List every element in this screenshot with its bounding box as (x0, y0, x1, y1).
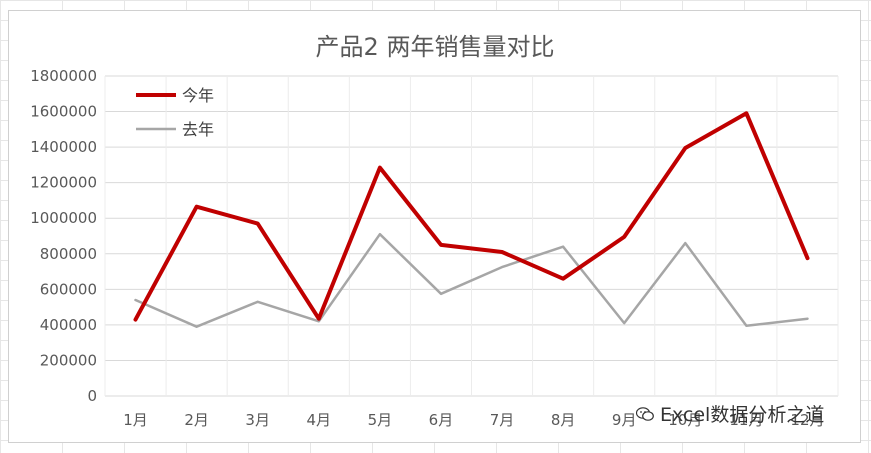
x-tick-label: 4月 (307, 411, 332, 429)
chart-area[interactable]: 产品2 两年销售量对比 0 200000 400000 600000 800000 100… (8, 10, 861, 443)
y-tick-label: 800000 (40, 245, 97, 263)
line-chart: 产品2 两年销售量对比 0 200000 400000 600000 800000 100… (30, 33, 839, 429)
y-tick-label: 200000 (40, 351, 97, 369)
y-tick-label: 0 (87, 387, 97, 405)
y-tick-label: 600000 (40, 280, 97, 298)
y-axis-ticks: 0 200000 400000 600000 800000 1000000 1200000 1… (30, 67, 97, 405)
x-tick-label: 7月 (490, 411, 515, 429)
y-tick-label: 1000000 (30, 209, 97, 227)
x-tick-label: 10月 (668, 411, 702, 429)
series-lines (133, 111, 810, 328)
x-tick-label: 11月 (729, 411, 763, 429)
x-axis-ticks: 1月 2月 3月 4月 5月 6月 7月 8月 9月 10月 11月 12月 (123, 411, 824, 429)
legend-label: 去年 (182, 120, 214, 139)
watermark-text: Excel数据分析之道 (660, 404, 825, 426)
y-tick-label: 1600000 (30, 103, 97, 121)
x-tick-label: 3月 (245, 411, 270, 429)
wechat-icon (636, 406, 654, 421)
y-tick-label: 400000 (40, 316, 97, 334)
x-tick-label: 5月 (368, 411, 393, 429)
x-tick-label: 6月 (429, 411, 454, 429)
legend-label: 今年 (182, 86, 214, 105)
x-tick-label: 12月 (790, 411, 824, 429)
x-tick-label: 2月 (184, 411, 209, 429)
watermark: Excel数据分析之道 (636, 400, 846, 430)
x-tick-label: 1月 (123, 411, 148, 429)
y-tick-label: 1400000 (30, 138, 97, 156)
x-tick-label: 8月 (551, 411, 576, 429)
x-tick-label: 9月 (612, 411, 637, 429)
gridlines (104, 75, 839, 397)
y-tick-label: 1800000 (30, 67, 97, 85)
y-tick-label: 1200000 (30, 174, 97, 192)
chart-title: 产品2 两年销售量对比 (316, 33, 555, 61)
series-line (134, 232, 809, 328)
series-line (133, 111, 810, 322)
